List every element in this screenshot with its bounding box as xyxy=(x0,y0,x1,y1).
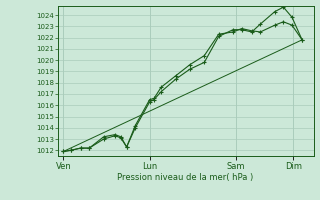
X-axis label: Pression niveau de la mer( hPa ): Pression niveau de la mer( hPa ) xyxy=(117,173,254,182)
